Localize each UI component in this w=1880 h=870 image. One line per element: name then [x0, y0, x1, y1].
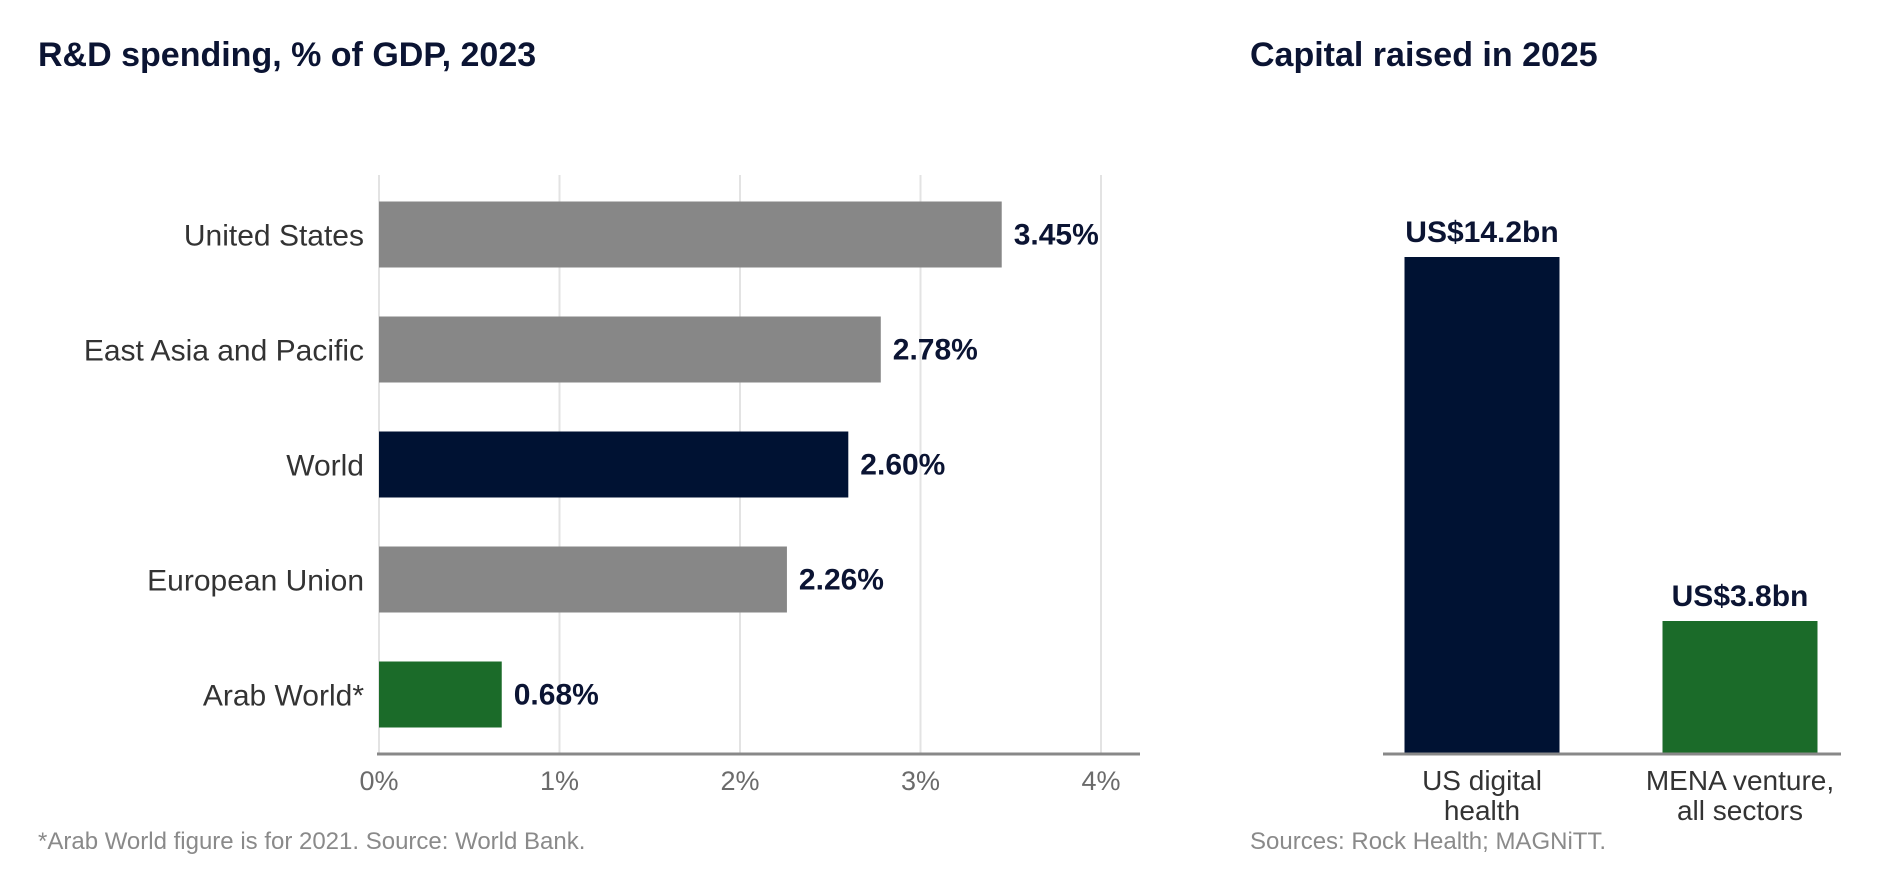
x-category-label: all sectors: [1677, 795, 1803, 826]
bar: [1404, 257, 1560, 754]
bar: [379, 661, 502, 728]
left-footnote: *Arab World figure is for 2021. Source: …: [38, 828, 586, 855]
category-label: United States: [184, 220, 364, 253]
x-category-label: US digital: [1422, 765, 1542, 796]
right-chart-title: Capital raised in 2025: [1250, 36, 1598, 74]
x-category-label: MENA venture,: [1646, 765, 1834, 796]
x-tick-label: 3%: [901, 766, 940, 796]
bar: [379, 201, 1002, 268]
category-label: Arab World*: [203, 680, 365, 713]
bar-value-label: 3.45%: [1014, 219, 1099, 252]
right-footnote: Sources: Rock Health; MAGNiTT.: [1250, 828, 1607, 855]
x-category-label: health: [1444, 795, 1520, 826]
bar-value-label: US$3.8bn: [1672, 580, 1809, 613]
bar: [379, 546, 787, 613]
category-label: East Asia and Pacific: [84, 335, 364, 368]
bar-value-label: 2.60%: [860, 449, 945, 482]
bar-value-label: 2.78%: [893, 334, 978, 367]
category-label: European Union: [147, 565, 364, 598]
x-tick-label: 0%: [359, 766, 398, 796]
bar-value-label: 2.26%: [799, 564, 884, 597]
bar: [379, 316, 881, 383]
left-chart-title: R&D spending, % of GDP, 2023: [38, 36, 537, 74]
bar: [1662, 621, 1818, 754]
x-tick-label: 4%: [1081, 766, 1120, 796]
bar-value-label: 0.68%: [514, 679, 599, 712]
category-label: World: [286, 450, 364, 483]
x-tick-label: 2%: [720, 766, 759, 796]
x-tick-label: 1%: [540, 766, 579, 796]
bar-value-label: US$14.2bn: [1405, 216, 1558, 249]
bar: [379, 431, 849, 498]
